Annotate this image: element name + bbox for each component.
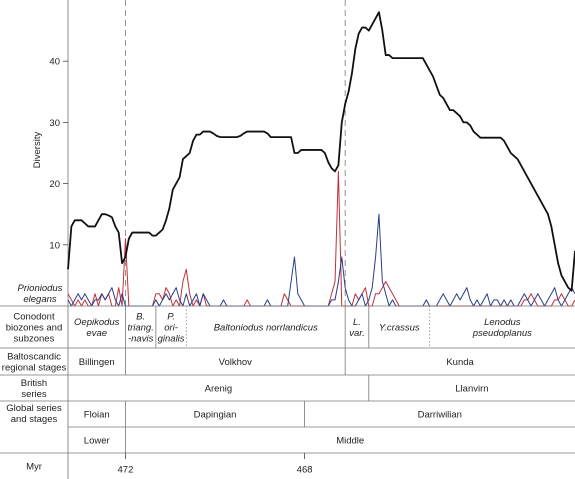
row-header-label: biozones and bbox=[6, 323, 63, 334]
strat-cell-label: Arenig bbox=[205, 384, 232, 395]
strat-cell-label: Darriwilian bbox=[418, 410, 462, 421]
strat-cell-label: Lower bbox=[84, 436, 110, 447]
row-header-label: Baltoscandic bbox=[7, 352, 61, 363]
strat-cell-label: Volkhov bbox=[219, 357, 253, 368]
strat-cell-label: Y.crassus bbox=[379, 323, 420, 334]
row-header-label: Global series bbox=[6, 403, 62, 414]
strat-cell-label: ori- bbox=[164, 323, 178, 334]
strat-cell-label: Dapingian bbox=[194, 410, 237, 421]
strat-cell-label: var. bbox=[349, 328, 364, 339]
row-header-label: Prioniodus bbox=[18, 283, 63, 294]
y-tick-label: 10 bbox=[49, 240, 60, 251]
y-tick-label: 30 bbox=[49, 118, 60, 129]
row-header-label: series bbox=[21, 389, 47, 400]
strat-cell-label: Lenodus bbox=[484, 317, 521, 328]
series-line-0 bbox=[67, 11, 575, 292]
strat-cell-label: Billingen bbox=[79, 357, 115, 368]
myr-label: 472 bbox=[118, 465, 134, 476]
series-line-2 bbox=[67, 213, 575, 307]
row-header-label: elegans bbox=[23, 294, 57, 305]
row-header-label: regional stages bbox=[2, 363, 67, 374]
strat-cell-label: P. bbox=[167, 312, 175, 323]
y-tick-label: 40 bbox=[49, 57, 60, 68]
strat-cell-label: -navis bbox=[128, 334, 154, 345]
row-header-label: subzones bbox=[14, 334, 55, 345]
y-tick-label: 20 bbox=[49, 179, 60, 190]
diversity-plot: 10 20 30 40 Diversity bbox=[32, 0, 575, 307]
strat-cell-label: pseudoplanus bbox=[472, 328, 532, 339]
strat-cell-label: Llanvirn bbox=[455, 384, 488, 395]
strat-cell-label: L. bbox=[353, 317, 361, 328]
strat-cell-label: B. bbox=[136, 312, 145, 323]
strat-cell-label: Kunda bbox=[446, 357, 474, 368]
strat-cell-label: ginalis bbox=[158, 334, 185, 345]
row-header-label: British bbox=[21, 378, 47, 389]
y-axis-label: Diversity bbox=[32, 132, 43, 169]
strat-cell-label: Oepikodus bbox=[74, 317, 120, 328]
row-header-label: Myr bbox=[26, 462, 42, 473]
strat-cell-label: Floian bbox=[84, 410, 110, 421]
row-header-label: Conodont bbox=[13, 312, 55, 323]
series-line-1 bbox=[67, 170, 575, 307]
myr-label: 468 bbox=[297, 465, 313, 476]
strat-cell-label: triang. bbox=[127, 323, 153, 334]
strat-cell-label: evae bbox=[86, 328, 107, 339]
strat-cell-label: Middle bbox=[336, 436, 364, 447]
strat-cell-label: Baltoniodus norrlandicus bbox=[214, 323, 318, 334]
row-header-label: and stages bbox=[11, 414, 58, 425]
